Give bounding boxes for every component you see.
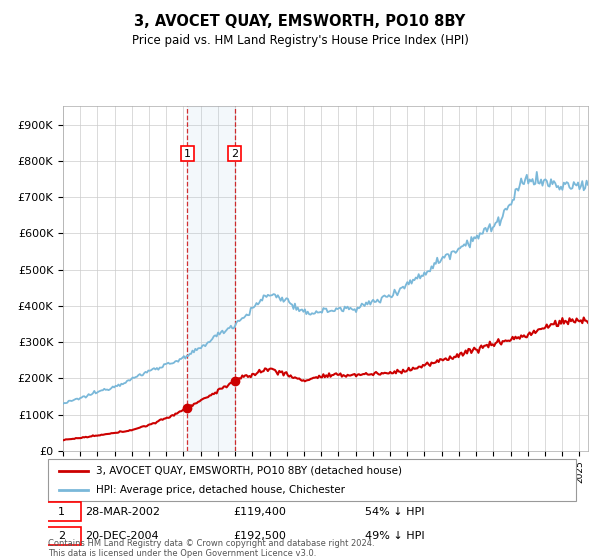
FancyBboxPatch shape <box>43 502 81 521</box>
Text: Price paid vs. HM Land Registry's House Price Index (HPI): Price paid vs. HM Land Registry's House … <box>131 34 469 46</box>
FancyBboxPatch shape <box>48 459 576 501</box>
Text: £119,400: £119,400 <box>233 507 286 516</box>
Text: 20-DEC-2004: 20-DEC-2004 <box>85 531 158 541</box>
FancyBboxPatch shape <box>43 527 81 545</box>
Text: Contains HM Land Registry data © Crown copyright and database right 2024.
This d: Contains HM Land Registry data © Crown c… <box>48 539 374 558</box>
Text: 54% ↓ HPI: 54% ↓ HPI <box>365 507 424 516</box>
Text: 1: 1 <box>58 507 65 516</box>
Text: 1: 1 <box>184 148 191 158</box>
Bar <box>187 106 235 451</box>
Text: HPI: Average price, detached house, Chichester: HPI: Average price, detached house, Chic… <box>95 485 344 495</box>
Text: £192,500: £192,500 <box>233 531 286 541</box>
Text: 3, AVOCET QUAY, EMSWORTH, PO10 8BY (detached house): 3, AVOCET QUAY, EMSWORTH, PO10 8BY (deta… <box>95 465 401 475</box>
Text: 2: 2 <box>58 531 65 541</box>
Text: 3, AVOCET QUAY, EMSWORTH, PO10 8BY: 3, AVOCET QUAY, EMSWORTH, PO10 8BY <box>134 14 466 29</box>
Text: 49% ↓ HPI: 49% ↓ HPI <box>365 531 424 541</box>
Text: 2: 2 <box>231 148 238 158</box>
Text: 28-MAR-2002: 28-MAR-2002 <box>85 507 160 516</box>
